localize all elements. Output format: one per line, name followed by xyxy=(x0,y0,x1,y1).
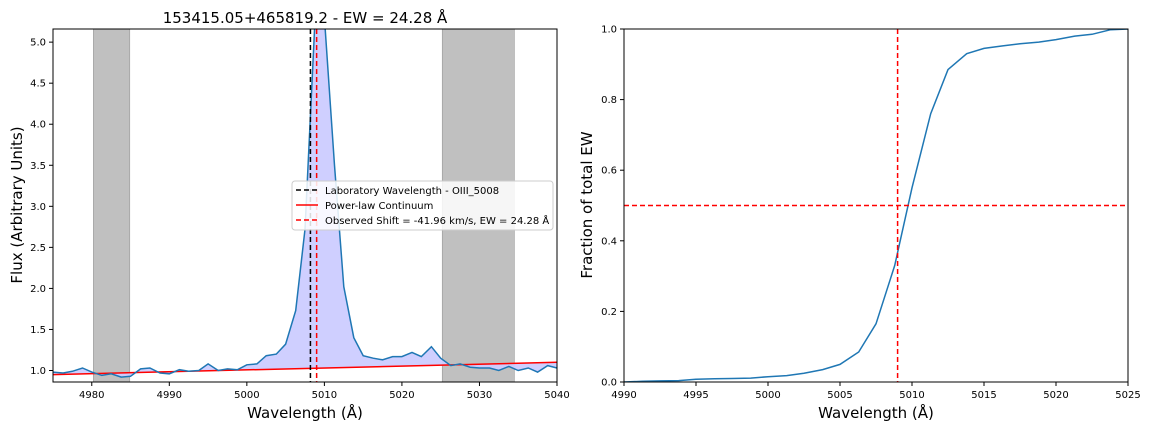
cumulative-x-tick-label: 5010 xyxy=(899,390,924,401)
spectrum-y-axis-label: Flux (Arbitrary Units) xyxy=(8,126,26,283)
cumulative-x-tick-label: 5005 xyxy=(827,390,852,401)
spectrum-x-tick-label: 5040 xyxy=(544,390,569,401)
spectrum-x-tick-label: 5000 xyxy=(234,390,259,401)
spectrum-legend: Laboratory Wavelength - OIII_5008 Power-… xyxy=(291,180,554,231)
spectrum-y-tick-label: 3.0 xyxy=(30,202,46,213)
spectrum-x-tick-label: 5010 xyxy=(312,390,337,401)
spectrum-axes-frame xyxy=(52,28,558,383)
cumulative-plot-area xyxy=(624,29,1128,382)
spectrum-y-ticks: 1.0 1.5 2.0 2.5 3.0 3.5 4.0 4.5 5.0 xyxy=(30,38,53,377)
spectrum-y-tick-label: 4.0 xyxy=(30,120,46,131)
spectrum-title: 153415.05+465819.2 - EW = 24.28 Å xyxy=(163,8,448,27)
continuum-line xyxy=(53,361,557,376)
cumulative-y-tick-label: 0.6 xyxy=(601,166,617,177)
cumulative-ew-line xyxy=(624,29,1128,382)
cumulative-x-ticks: 4990 4995 5000 5005 5010 5015 5020 5025 xyxy=(611,382,1141,401)
cumulative-y-tick-label: 0.4 xyxy=(601,236,617,247)
spectrum-y-tick-label: 5.0 xyxy=(30,38,46,49)
spectrum-y-tick-label: 4.5 xyxy=(30,79,46,90)
cumulative-panel: 4990 4995 5000 5005 5010 5015 5020 5025 0.00.20… xyxy=(578,25,1141,423)
legend-label-lab: Laboratory Wavelength - OIII_5008 xyxy=(325,186,499,197)
spectrum-y-tick-label: 2.0 xyxy=(30,284,46,295)
cumulative-axes-frame xyxy=(623,28,1129,383)
spectrum-y-tick-label: 1.5 xyxy=(30,325,46,336)
spectrum-y-tick-label: 2.5 xyxy=(30,243,46,254)
cumulative-y-tick-label: 1.0 xyxy=(601,25,617,36)
ew-fill-area xyxy=(53,29,557,378)
spectrum-x-axis-label: Wavelength (Å) xyxy=(247,403,363,422)
spectrum-x-tick-label: 4990 xyxy=(157,390,182,401)
cumulative-x-tick-label: 5000 xyxy=(755,390,780,401)
spectrum-x-tick-label: 5030 xyxy=(467,390,492,401)
spectrum-y-tick-label: 3.5 xyxy=(30,161,46,172)
cumulative-x-tick-label: 4990 xyxy=(611,390,636,401)
cumulative-y-axis-label: Fraction of total EW xyxy=(578,131,596,278)
cumulative-x-tick-label: 5015 xyxy=(971,390,996,401)
cumulative-x-tick-label: 4995 xyxy=(683,390,708,401)
legend-box xyxy=(291,180,554,231)
spectrum-x-tick-label: 4980 xyxy=(79,390,104,401)
spectrum-x-tick-label: 5020 xyxy=(389,390,414,401)
cumulative-x-tick-label: 5025 xyxy=(1115,390,1140,401)
legend-label-observed: Observed Shift = -41.96 km/s, EW = 24.28… xyxy=(325,214,549,227)
legend-label-continuum: Power-law Continuum xyxy=(325,201,433,212)
cumulative-y-tick-label: 0.0 xyxy=(601,378,617,389)
spectrum-line xyxy=(53,29,557,378)
cumulative-x-axis-label: Wavelength (Å) xyxy=(818,403,934,422)
cumulative-x-tick-label: 5020 xyxy=(1043,390,1068,401)
spectrum-panel: 153415.05+465819.2 - EW = 24.28 Å 4980 49… xyxy=(8,8,570,422)
excluded-region xyxy=(93,29,131,382)
cumulative-y-tick-label: 0.2 xyxy=(601,307,617,318)
spectrum-y-tick-label: 1.0 xyxy=(30,366,46,377)
spectrum-x-ticks: 4980 4990 5000 5010 5020 5030 5040 xyxy=(79,382,570,401)
cumulative-y-tick-label: 0.8 xyxy=(601,95,617,106)
cumulative-y-ticks: 0.0 0.2 0.4 0.6 0.8 1.0 xyxy=(601,25,624,389)
